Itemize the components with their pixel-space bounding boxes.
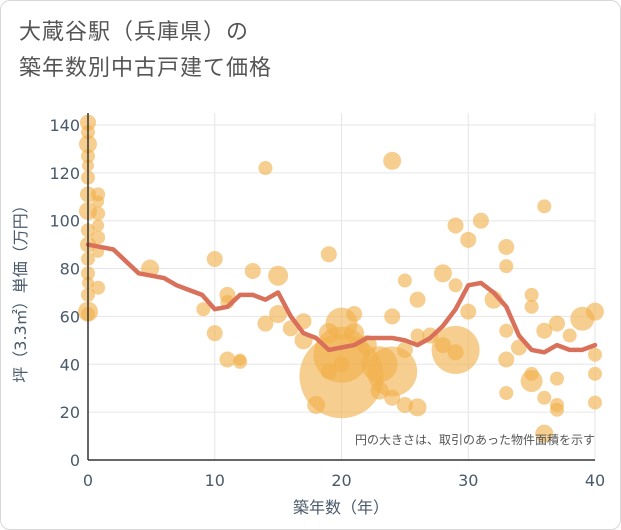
data-point — [92, 219, 105, 232]
data-point — [367, 346, 418, 397]
y-tick-label: 40 — [60, 355, 80, 374]
y-tick-label: 0 — [70, 451, 80, 470]
y-tick-label: 140 — [49, 116, 80, 135]
chart-title-line-1: 大蔵谷駅（兵庫県）の — [19, 20, 250, 45]
data-point — [588, 395, 602, 410]
data-point — [258, 161, 273, 176]
x-tick-label: 0 — [83, 471, 93, 490]
data-point — [524, 299, 539, 314]
data-point — [548, 315, 565, 332]
y-axis-label: 坪（3.3㎡）単価（万円） — [11, 197, 30, 382]
data-point — [333, 356, 350, 373]
data-point — [537, 390, 552, 405]
data-point — [433, 264, 452, 283]
y-tick-label: 100 — [49, 212, 80, 231]
data-point — [91, 280, 106, 295]
data-point — [588, 347, 602, 362]
data-point — [447, 217, 464, 234]
y-tick-label: 60 — [60, 307, 80, 326]
data-point — [499, 259, 514, 274]
data-point — [535, 424, 554, 443]
data-point — [588, 366, 602, 381]
x-tick-label: 30 — [458, 471, 478, 490]
data-point — [396, 341, 413, 358]
data-point — [537, 199, 552, 214]
data-point — [562, 328, 577, 343]
data-point — [344, 323, 365, 344]
x-tick-label: 10 — [205, 471, 225, 490]
data-point — [397, 273, 412, 288]
data-point — [346, 306, 363, 323]
data-point — [448, 278, 463, 293]
y-tick-label: 80 — [60, 260, 80, 279]
y-tick-label: 20 — [60, 403, 80, 422]
data-point — [499, 385, 514, 400]
data-point — [498, 239, 515, 256]
data-point — [383, 151, 402, 170]
data-point — [586, 302, 604, 321]
data-point — [320, 246, 337, 263]
data-point — [299, 334, 384, 419]
y-tick-label: 120 — [49, 164, 80, 183]
data-point — [269, 305, 288, 324]
data-point — [91, 230, 106, 245]
data-point — [384, 389, 401, 406]
data-point — [234, 353, 247, 366]
chart-title: 大蔵谷駅（兵庫県）の 築年数別中古戸建て価格 — [19, 15, 272, 87]
data-point — [499, 323, 514, 338]
data-point — [410, 328, 425, 343]
data-point — [460, 303, 477, 320]
data-point — [91, 206, 106, 221]
x-tick-label: 20 — [331, 471, 351, 490]
data-point — [549, 402, 564, 417]
data-point — [206, 325, 223, 342]
trend-line-group — [85, 242, 598, 355]
data-point — [244, 262, 261, 279]
data-point — [257, 315, 274, 332]
data-point — [92, 195, 105, 208]
data-point — [408, 398, 427, 417]
data-point — [510, 339, 527, 356]
trend-line — [85, 242, 598, 355]
data-point — [196, 302, 211, 317]
size-note: 円の大きさは、取引のあった物件面積を示す — [355, 432, 595, 447]
data-point — [520, 370, 543, 393]
data-point — [536, 322, 553, 339]
data-point — [472, 212, 489, 229]
data-point — [219, 351, 236, 368]
data-point — [524, 287, 539, 302]
data-point — [268, 265, 289, 286]
data-point — [498, 351, 515, 368]
chart-title-line-2: 築年数別中古戸建て価格 — [19, 56, 273, 81]
data-point — [460, 231, 477, 248]
x-axis-label: 築年数（年） — [293, 498, 389, 517]
bubbles — [78, 114, 604, 443]
data-point — [206, 250, 223, 267]
data-point — [409, 291, 426, 308]
data-point — [447, 344, 464, 361]
x-tick-label: 40 — [585, 471, 605, 490]
data-point — [549, 371, 564, 386]
axes: 0 10 20 30 40 0 20 40 60 80 100 120 140 — [49, 113, 605, 490]
data-point — [384, 308, 401, 325]
